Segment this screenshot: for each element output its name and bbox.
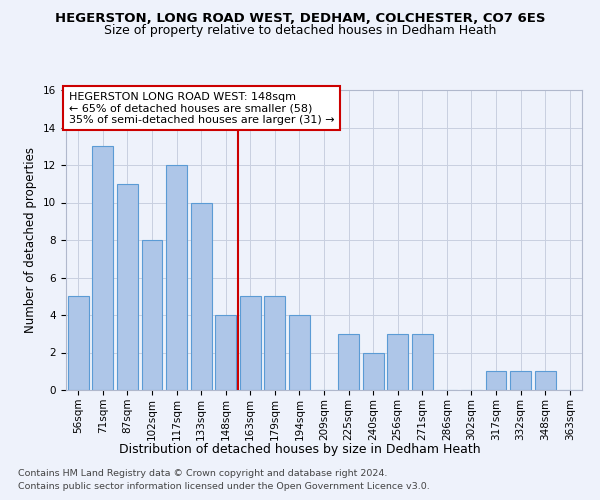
Bar	[191, 202, 212, 390]
Text: Contains HM Land Registry data © Crown copyright and database right 2024.: Contains HM Land Registry data © Crown c…	[18, 468, 388, 477]
Bar	[166, 165, 187, 390]
Bar	[68, 296, 89, 390]
Bar	[412, 334, 433, 390]
Bar	[142, 240, 163, 390]
Bar	[338, 334, 359, 390]
Text: HEGERSTON, LONG ROAD WEST, DEDHAM, COLCHESTER, CO7 6ES: HEGERSTON, LONG ROAD WEST, DEDHAM, COLCH…	[55, 12, 545, 26]
Bar	[362, 352, 383, 390]
Text: HEGERSTON LONG ROAD WEST: 148sqm
← 65% of detached houses are smaller (58)
35% o: HEGERSTON LONG ROAD WEST: 148sqm ← 65% o…	[68, 92, 334, 124]
Bar	[289, 315, 310, 390]
Text: Contains public sector information licensed under the Open Government Licence v3: Contains public sector information licen…	[18, 482, 430, 491]
Bar	[535, 371, 556, 390]
Y-axis label: Number of detached properties: Number of detached properties	[25, 147, 37, 333]
Bar	[117, 184, 138, 390]
Bar	[240, 296, 261, 390]
Bar	[265, 296, 286, 390]
Text: Size of property relative to detached houses in Dedham Heath: Size of property relative to detached ho…	[104, 24, 496, 37]
Bar	[92, 146, 113, 390]
Bar	[215, 315, 236, 390]
Bar	[387, 334, 408, 390]
Bar	[485, 371, 506, 390]
Bar	[510, 371, 531, 390]
Text: Distribution of detached houses by size in Dedham Heath: Distribution of detached houses by size …	[119, 442, 481, 456]
